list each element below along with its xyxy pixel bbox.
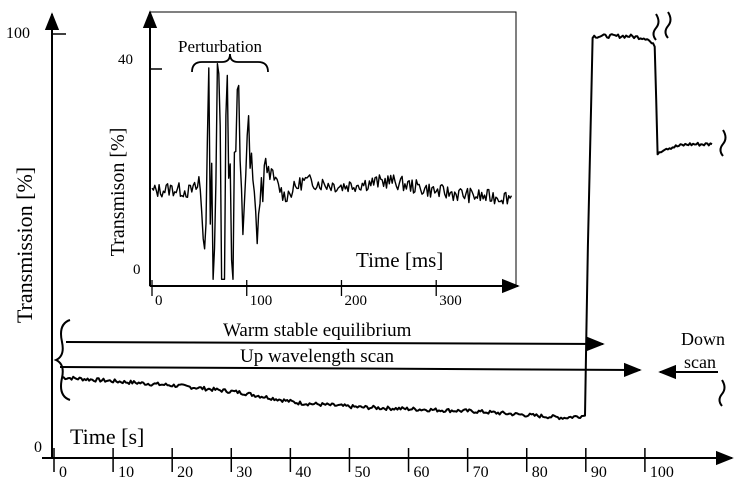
left-brace: [53, 319, 71, 401]
main-x-tick-label: 50: [354, 464, 370, 481]
axis-break-mark: [652, 13, 660, 41]
main-x-tick-label: 80: [532, 464, 548, 481]
perturbation-label: Perturbation: [178, 37, 263, 56]
down-scan-label-2: scan: [684, 352, 716, 372]
main-chart: 0 10 20 30 40 50 60 70 80 90 100 100 0 Transmissio…: [6, 11, 734, 481]
warm-equilibrium-label: Warm stable equilibrium: [223, 320, 412, 341]
main-series-line: [61, 33, 713, 421]
perturbation-brace: [191, 53, 269, 73]
main-x-tick-label: 100: [650, 464, 674, 481]
main-x-tick-label: 20: [177, 464, 193, 481]
down-scan-label-1: Down: [681, 329, 725, 349]
inset-y-tick-0: 0: [133, 262, 141, 278]
inset-y-tick-40: 40: [118, 52, 133, 68]
axis-break-mark: [718, 379, 726, 407]
main-x-tick-label: 10: [118, 464, 134, 481]
up-scan-label: Up wavelength scan: [240, 346, 395, 367]
inset-y-axis-label: Transmison [%]: [107, 128, 129, 257]
inset-chart: 0 100 200 300 40 0 Transmison [%] Time [ms]…: [107, 10, 520, 309]
warm-equilibrium-arrow: [65, 336, 605, 352]
main-x-tick-label: 60: [414, 464, 430, 481]
inset-series-line: [151, 63, 513, 280]
main-x-tick-label: 40: [295, 464, 311, 481]
main-x-tick-label: 70: [473, 464, 489, 481]
main-x-tick-label: 30: [236, 464, 252, 481]
inset-x-tick-label: 300: [439, 293, 462, 309]
main-x-tick-label: 0: [59, 464, 67, 481]
axis-break-mark: [664, 11, 672, 39]
up-scan-arrow: [59, 362, 642, 378]
main-y-tick-100: 100: [6, 25, 30, 42]
axis-break-mark: [719, 129, 727, 157]
inset-x-axis-label: Time [ms]: [356, 248, 443, 272]
inset-x-tick-label: 100: [250, 293, 273, 309]
inset-x-tick-label: 200: [344, 293, 367, 309]
inset-frame: [149, 11, 517, 287]
main-y-axis-label: Transmission [%]: [12, 167, 37, 323]
main-y-tick-0: 0: [34, 439, 42, 456]
main-x-axis-label: Time [s]: [70, 424, 144, 449]
main-x-tick-label: 90: [591, 464, 607, 481]
inset-x-tick-label: 0: [155, 293, 163, 309]
